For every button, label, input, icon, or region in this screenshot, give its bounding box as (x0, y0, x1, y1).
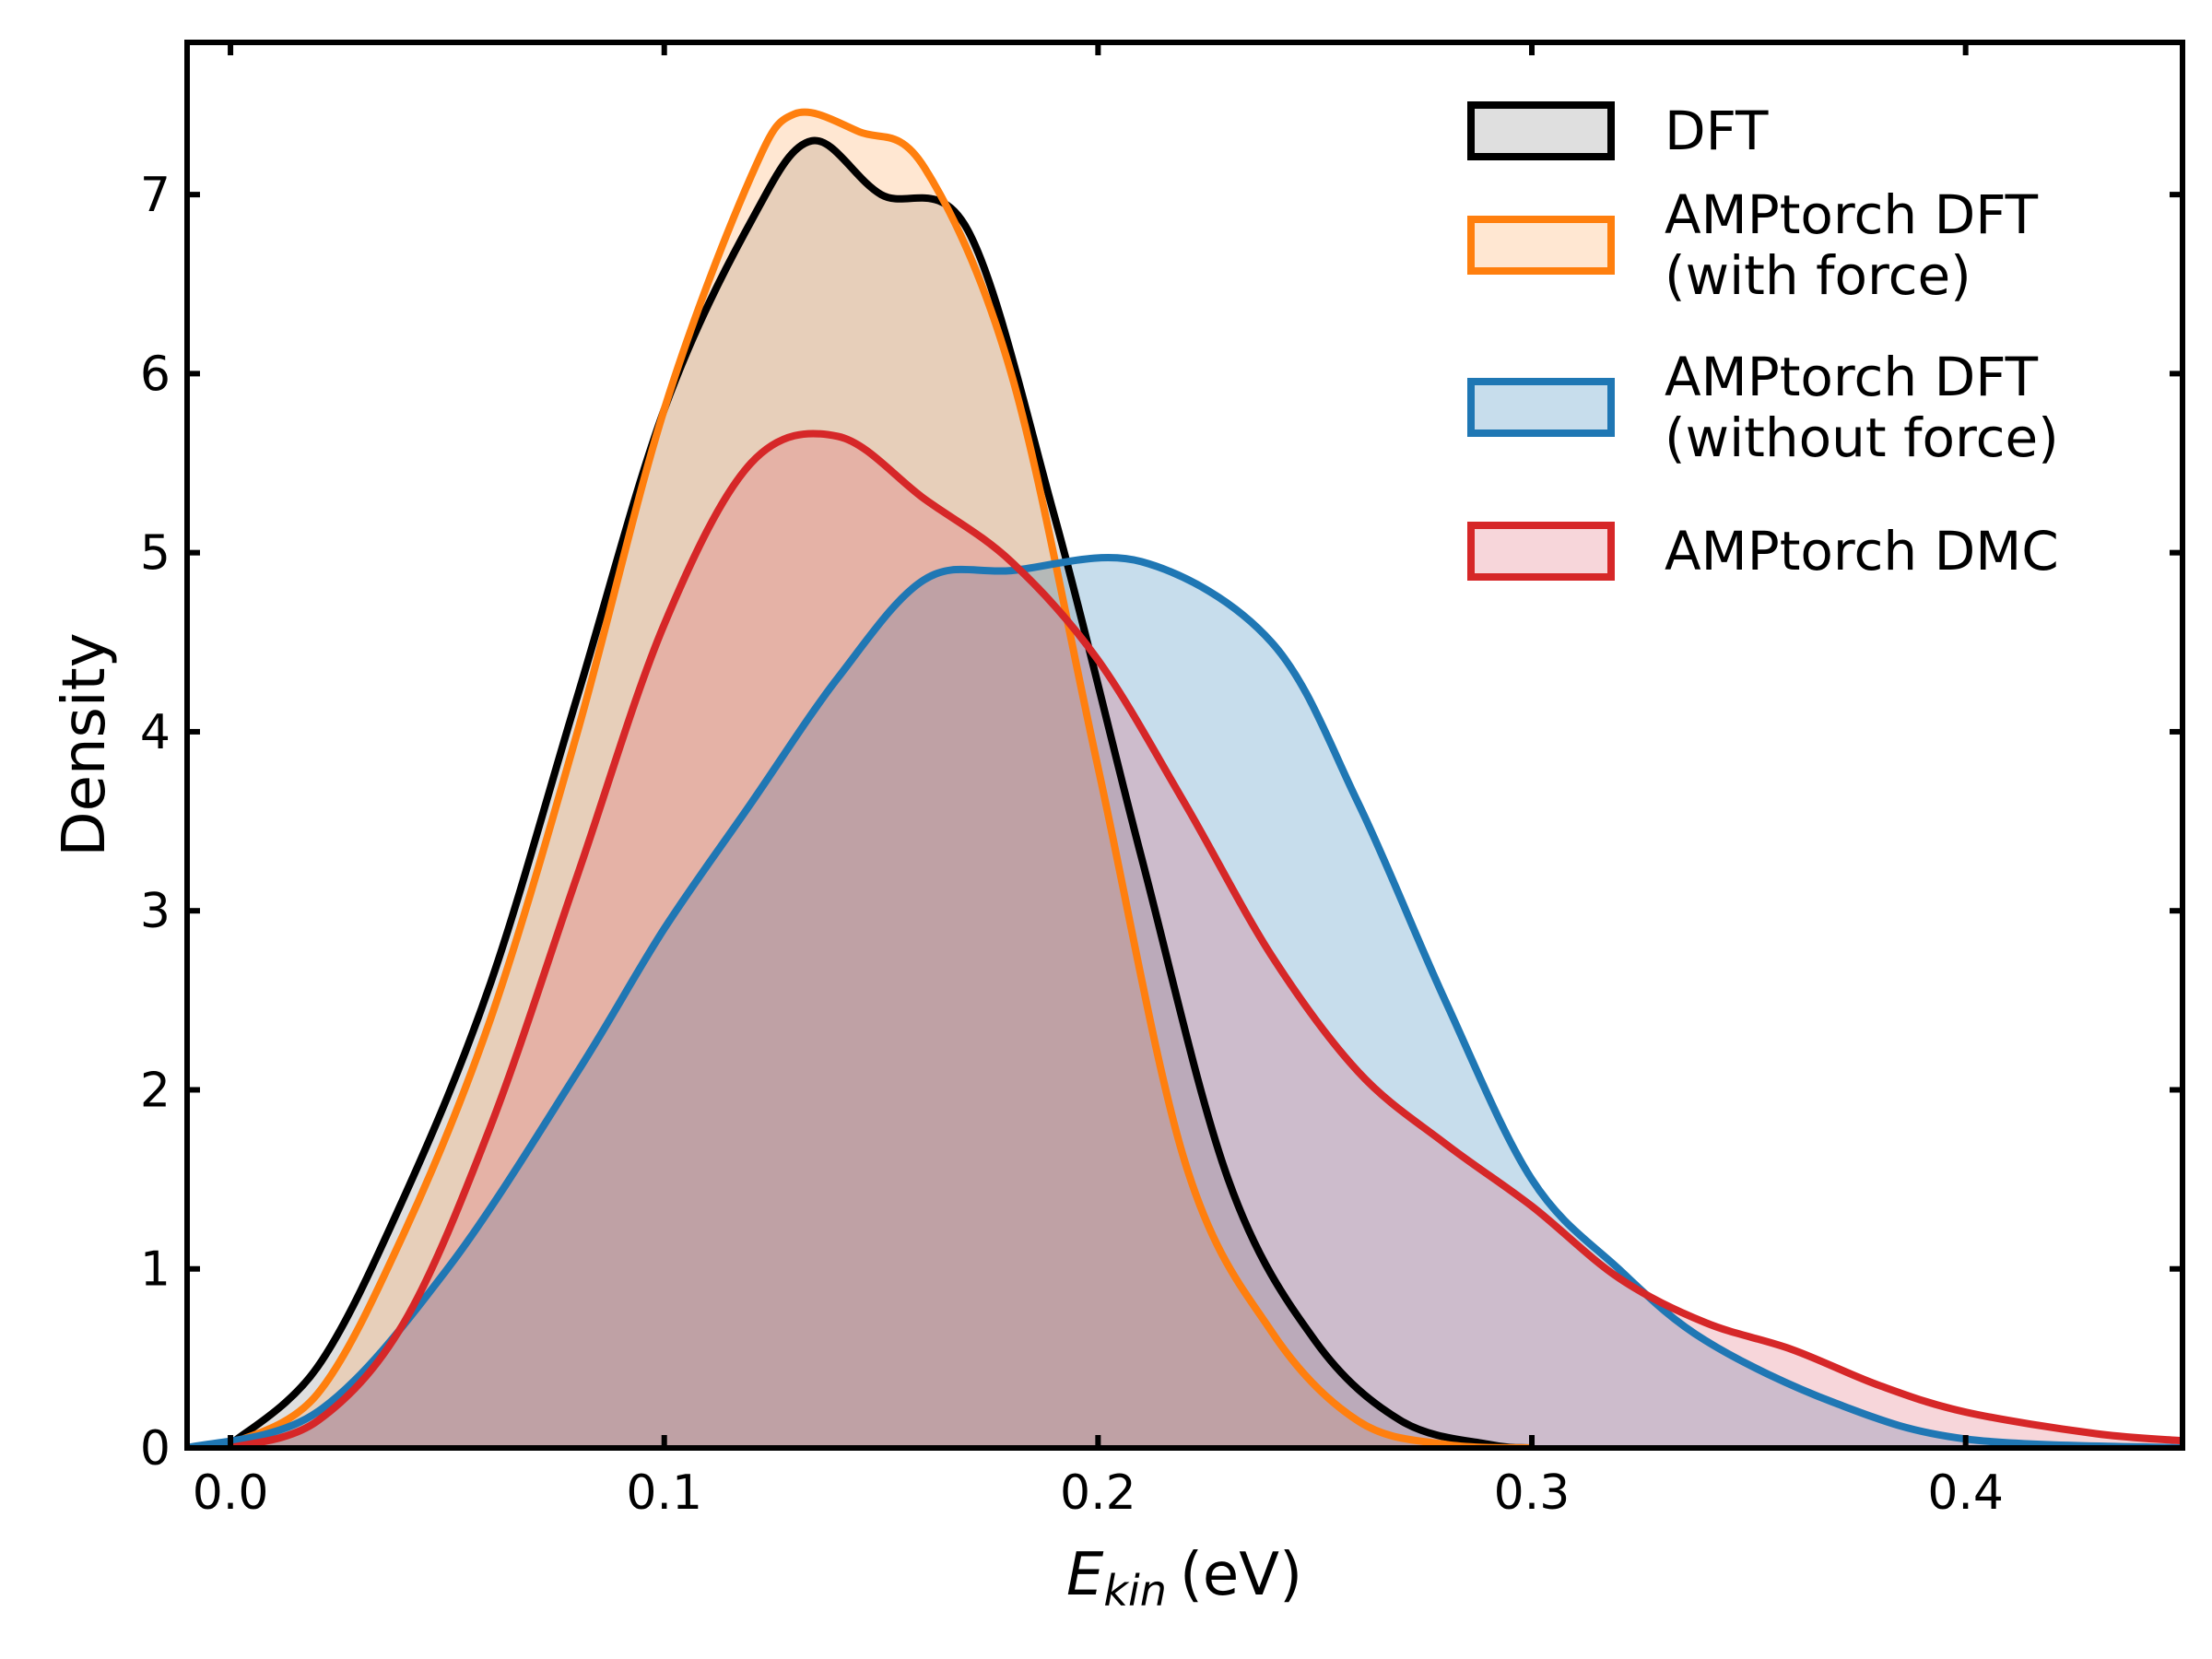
y-tick-label: 1 (140, 1242, 171, 1298)
x-axis-title-sub: kin (1103, 1566, 1167, 1616)
x-tick-labels: 0.0 0.1 0.2 0.3 0.4 (193, 1465, 2004, 1521)
x-tick-label: 0.4 (1927, 1465, 2004, 1521)
legend-label-amptorch-dft-with-force: (with force) (1665, 244, 1971, 307)
line-amptorch-dft-without-force (187, 553, 2183, 1448)
area-amptorch-dft-without-force (187, 557, 2183, 1448)
y-tick-label: 6 (140, 347, 171, 402)
series-fills (187, 112, 2183, 1448)
legend-swatch-amptorch-dmc (1467, 522, 1615, 581)
x-axis-title-unit: (eV) (1180, 1541, 1302, 1609)
legend-label-dft: DFT (1665, 100, 1769, 162)
x-tick-label: 0.2 (1060, 1465, 1136, 1521)
y-tick-label: 3 (140, 884, 171, 939)
legend-swatch-amptorch-dft-with-force (1467, 216, 1615, 275)
series-lines (187, 108, 2183, 1448)
x-tick-label: 0.3 (1494, 1465, 1571, 1521)
x-tick-label: 0.0 (193, 1465, 269, 1521)
y-tick-label: 5 (140, 526, 171, 582)
line-dft (227, 136, 1535, 1448)
y-tick-label: 4 (140, 705, 171, 760)
plot-frame (184, 40, 2185, 1451)
legend-label-amptorch-dft-without-force: AMPtorch DFT (1665, 346, 2039, 408)
y-tick-label: 7 (140, 168, 171, 223)
x-axis-title-main: E (1066, 1541, 1104, 1609)
legend-swatch-dft (1467, 101, 1615, 160)
y-tick-label: 2 (140, 1063, 171, 1118)
x-axis-title: Ekin (eV) (1066, 1541, 1302, 1616)
area-amptorch-dmc (230, 433, 2183, 1448)
legend-label-amptorch-dft-with-force: AMPtorch DFT (1665, 183, 2039, 246)
legend-label-amptorch-dmc: AMPtorch DMC (1665, 520, 2059, 582)
area-amptorch-dft-with-force (230, 112, 1533, 1448)
y-tick-labels: 0 1 2 3 4 5 6 7 (140, 168, 171, 1477)
line-amptorch-dft-with-force (227, 108, 1535, 1448)
y-tick-label: 0 (140, 1421, 171, 1477)
legend-label-amptorch-dft-without-force: (without force) (1665, 406, 2059, 469)
legend-swatch-amptorch-dft-without-force (1467, 378, 1615, 437)
x-tick-label: 0.1 (626, 1465, 702, 1521)
y-axis-title: Density (51, 632, 119, 856)
line-amptorch-dmc (227, 429, 2183, 1448)
